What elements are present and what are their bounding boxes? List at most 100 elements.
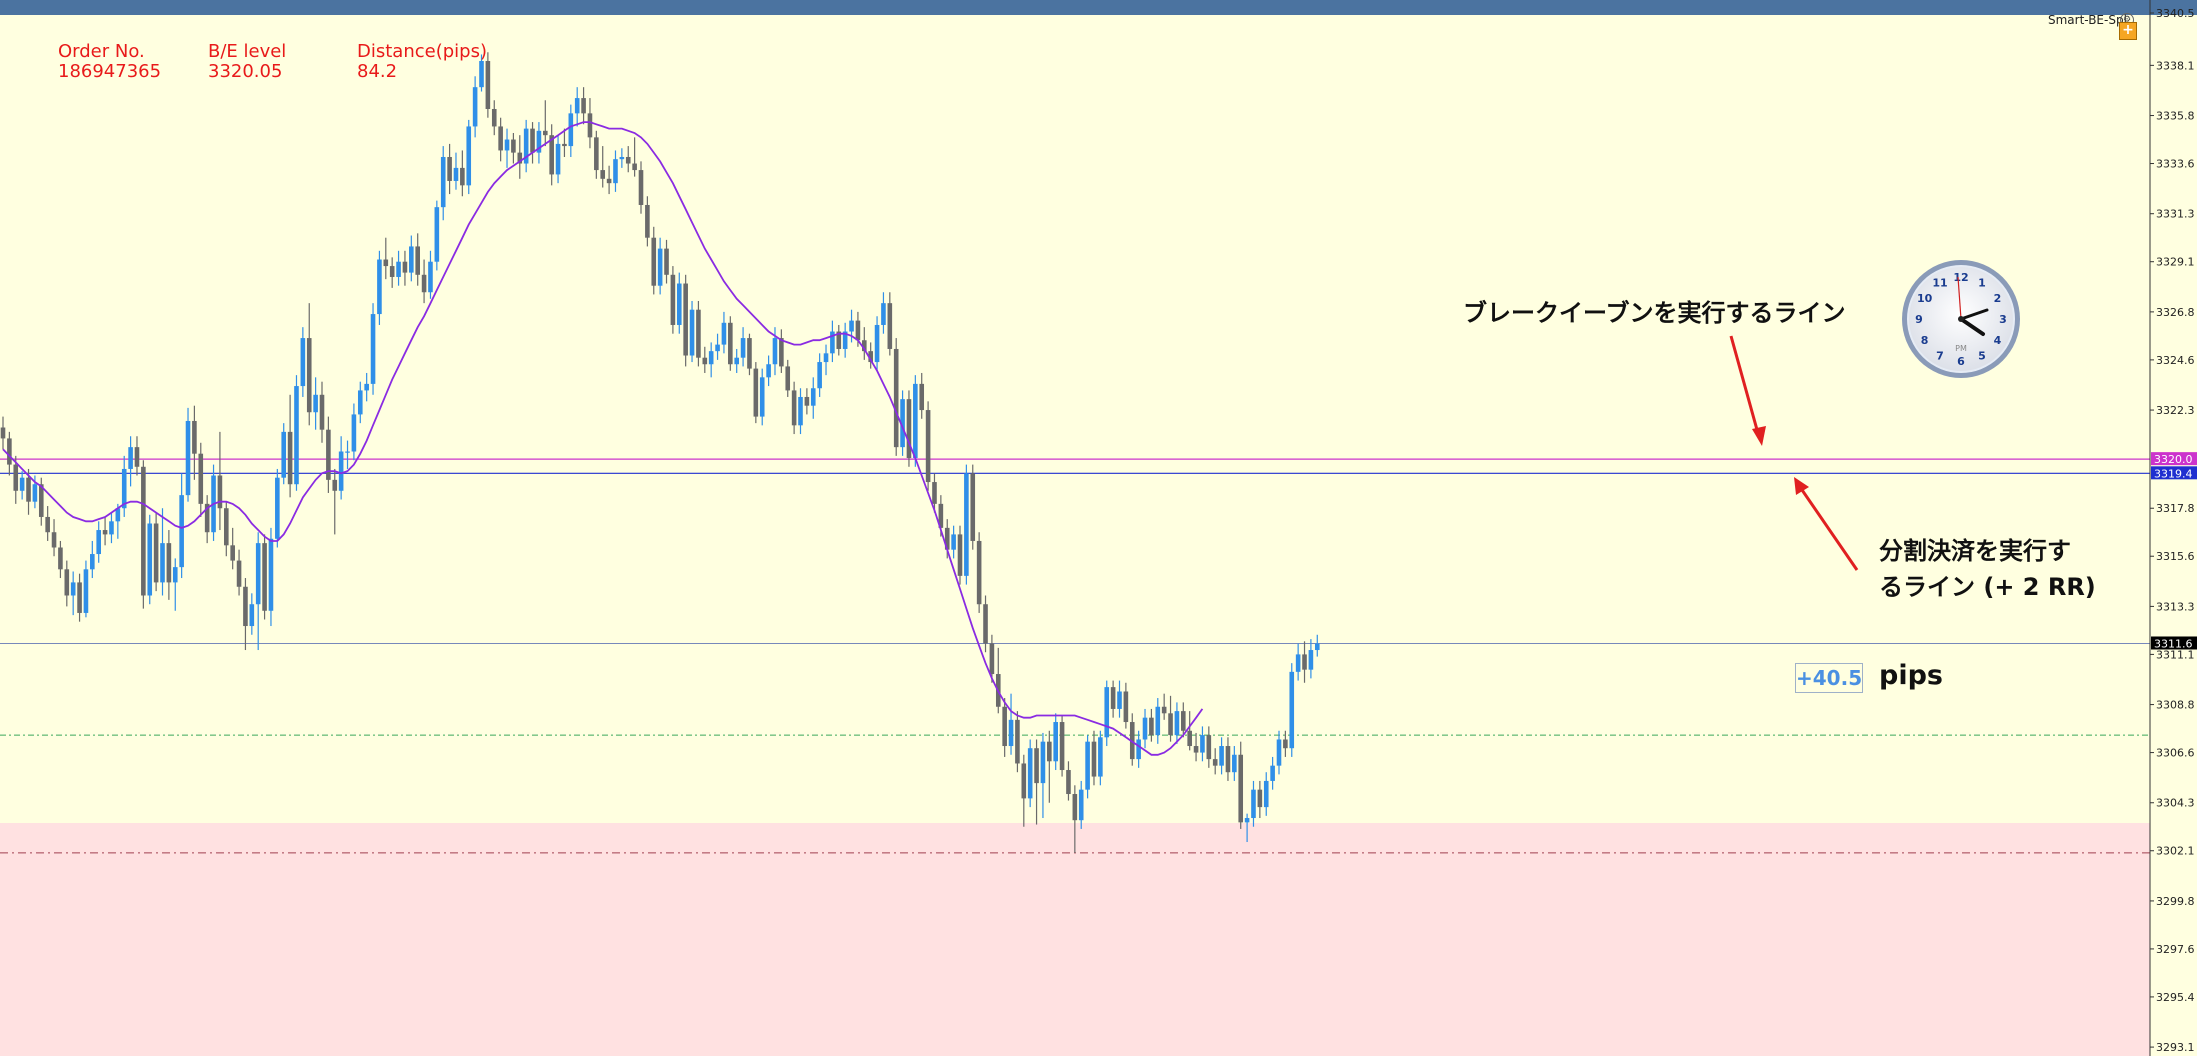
candle-body	[568, 113, 574, 147]
candle-body	[817, 362, 822, 389]
candle-body	[670, 274, 676, 325]
candle	[1047, 730, 1052, 803]
candle-body	[204, 503, 210, 533]
candle	[530, 122, 535, 164]
candle	[179, 473, 184, 579]
candle	[581, 87, 586, 125]
candle	[1181, 702, 1186, 738]
order-no-label: Order No.	[58, 41, 145, 62]
loss-zone	[0, 823, 2150, 1056]
candle	[810, 377, 816, 419]
candle-body	[45, 516, 50, 533]
price-tick-label: 3324.6	[2156, 354, 2195, 367]
clock-numeral: 8	[1921, 334, 1929, 347]
candle	[887, 292, 893, 356]
candle	[0, 416, 6, 450]
candle-body	[511, 139, 516, 153]
candle-body	[944, 527, 950, 550]
candle	[587, 98, 593, 149]
candle	[396, 250, 401, 286]
candle-body	[230, 545, 235, 561]
candle-body	[179, 495, 184, 568]
candle	[1015, 711, 1020, 773]
candle-body	[932, 482, 937, 504]
candle	[881, 292, 886, 334]
price-axis: 3340.5 3338.1 3335.8 3333.6 3331.3 3329.1 3326…	[2149, 0, 2197, 1056]
candle	[70, 571, 76, 616]
candle-body	[664, 248, 669, 275]
candle	[351, 403, 357, 461]
candle-body	[881, 303, 886, 325]
breakeven-arrow-head	[1752, 426, 1766, 446]
candle-body	[1225, 746, 1231, 773]
candle	[1008, 693, 1014, 755]
candle-body	[504, 139, 510, 151]
candle-body	[938, 503, 944, 528]
candle-body	[396, 261, 401, 277]
order-no-value: 186947365	[58, 61, 162, 82]
candle-body	[332, 479, 338, 491]
candle-body	[294, 386, 299, 485]
candle-body	[683, 283, 688, 356]
candle-body	[638, 170, 644, 205]
candle	[964, 464, 969, 585]
candle	[1002, 698, 1007, 757]
add-button[interactable]: +	[2119, 22, 2137, 40]
candle-body	[13, 464, 19, 491]
be-level-label: B/E level	[208, 41, 287, 62]
candle-body	[715, 344, 720, 352]
candle	[77, 573, 82, 622]
candle-body	[1085, 741, 1090, 790]
candle	[466, 119, 472, 195]
profit-pips-badge: +40.5	[1795, 663, 1863, 693]
candle	[370, 303, 376, 395]
candle	[906, 390, 912, 467]
candle-body	[919, 383, 925, 411]
candle	[1308, 639, 1314, 679]
candle	[798, 388, 803, 435]
price-tick-label: 3329.1	[2156, 256, 2195, 269]
candle-body	[970, 473, 976, 541]
candle	[543, 100, 548, 147]
candle-body	[249, 604, 255, 627]
candle	[447, 143, 452, 195]
candle	[121, 455, 127, 517]
candle-body	[0, 427, 6, 439]
candle-body	[447, 156, 452, 181]
clock-numeral: 7	[1936, 349, 1944, 362]
clock-numeral: 12	[1953, 271, 1968, 284]
candle-body	[287, 431, 293, 485]
clock-second-hand	[1957, 276, 1962, 320]
candle	[1053, 713, 1058, 771]
price-tick-label: 3340.5	[2156, 7, 2195, 20]
candle-body	[479, 60, 484, 88]
candle-body	[428, 261, 433, 293]
candle-body	[1015, 719, 1020, 764]
candle-body	[1238, 754, 1244, 823]
candle-body	[1136, 739, 1141, 760]
candle-body	[734, 357, 739, 365]
price-tag-label: 3311.6	[2154, 637, 2193, 650]
candle-body	[842, 331, 848, 349]
price-tick-label: 3306.6	[2156, 747, 2195, 760]
candle-body	[645, 204, 650, 238]
candle-body	[1283, 739, 1288, 749]
candle-body	[1002, 706, 1007, 747]
price-tick-label: 3338.1	[2156, 59, 2195, 72]
candle	[1314, 634, 1320, 657]
candle	[128, 436, 133, 487]
candle	[708, 342, 714, 378]
candle-body	[555, 143, 561, 175]
candle-body	[166, 543, 172, 583]
candle	[874, 316, 880, 371]
candle	[606, 165, 612, 195]
candle	[1161, 693, 1167, 720]
candle	[491, 100, 497, 136]
candle-body	[102, 530, 108, 535]
candle-body	[1200, 735, 1205, 753]
price-tick-label: 3311.1	[2156, 648, 2195, 661]
candle-body	[109, 521, 114, 535]
candle	[45, 506, 50, 541]
candle	[1149, 708, 1154, 742]
